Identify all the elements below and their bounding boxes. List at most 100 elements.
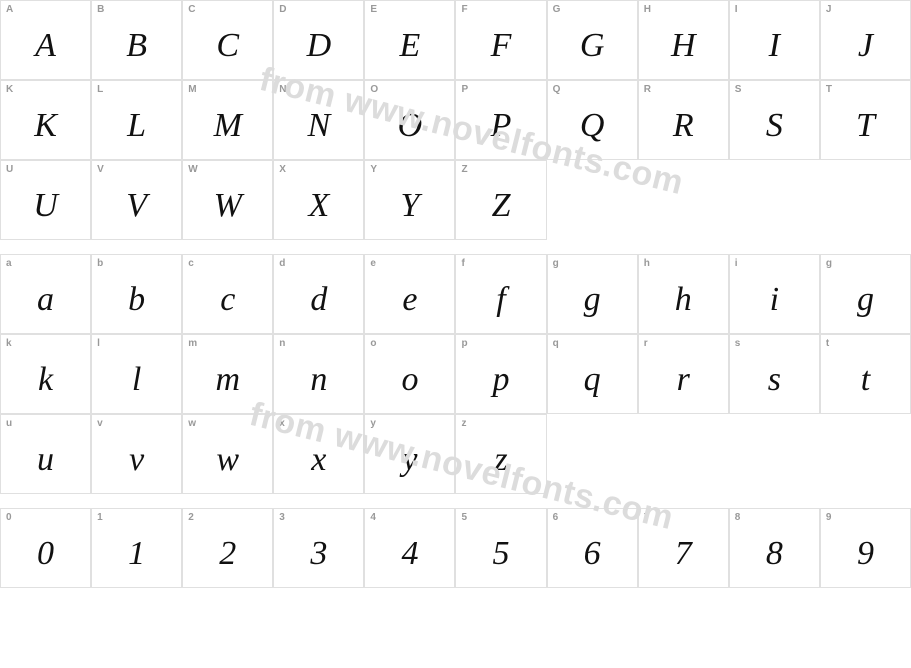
key-label: H: [644, 4, 651, 15]
glyph: q: [584, 363, 601, 397]
key-label: q: [553, 338, 559, 349]
glyph: A: [35, 29, 56, 63]
glyph-cell: ll: [91, 334, 182, 414]
key-label: W: [188, 164, 197, 175]
key-label: w: [188, 418, 196, 429]
glyph: X: [308, 189, 329, 223]
glyph-cell: hh: [638, 254, 729, 334]
glyph-cell: HH: [638, 0, 729, 80]
key-label: u: [6, 418, 12, 429]
glyph-cell: ee: [364, 254, 455, 334]
glyph: v: [129, 443, 144, 477]
key-label: 0: [6, 512, 12, 523]
glyph-cell: kk: [0, 334, 91, 414]
glyph: c: [220, 283, 235, 317]
glyph-cell: xx: [273, 414, 364, 494]
key-label: 8: [735, 512, 741, 523]
glyph-cell: gg: [820, 254, 911, 334]
key-label: g: [553, 258, 559, 269]
key-label: h: [644, 258, 650, 269]
glyph-cell: pp: [455, 334, 546, 414]
section-uppercase: AABBCCDDEEFFGGHHIIJJKKLLMMNNOOPPQQRRSSTT…: [0, 0, 911, 240]
glyph-cell: BB: [91, 0, 182, 80]
glyph: r: [677, 363, 690, 397]
glyph-cell: YY: [364, 160, 455, 240]
glyph-cell: PP: [455, 80, 546, 160]
key-label: l: [97, 338, 100, 349]
glyph: O: [398, 109, 423, 143]
glyph: H: [671, 29, 696, 63]
glyph-cell: ii: [729, 254, 820, 334]
glyph-cell: AA: [0, 0, 91, 80]
font-character-map: AABBCCDDEEFFGGHHIIJJKKLLMMNNOOPPQQRRSSTT…: [0, 0, 911, 668]
key-label: r: [644, 338, 648, 349]
glyph: F: [491, 29, 512, 63]
key-label: i: [735, 258, 738, 269]
glyph: b: [128, 283, 145, 317]
key-label: f: [461, 258, 464, 269]
glyph: y: [402, 443, 417, 477]
glyph: M: [214, 109, 242, 143]
key-label: J: [826, 4, 832, 15]
glyph: 5: [493, 537, 510, 571]
key-label: c: [188, 258, 194, 269]
glyph: n: [310, 363, 327, 397]
glyph: z: [494, 443, 507, 477]
section-gap: [0, 240, 911, 254]
key-label: k: [6, 338, 12, 349]
blank-cell: [638, 160, 729, 240]
key-label: t: [826, 338, 829, 349]
key-label: n: [279, 338, 285, 349]
glyph: 9: [857, 537, 874, 571]
glyph-cell: dd: [273, 254, 364, 334]
glyph-cell: 44: [364, 508, 455, 588]
glyph: p: [493, 363, 510, 397]
glyph: g: [584, 283, 601, 317]
key-label: N: [279, 84, 286, 95]
key-label: S: [735, 84, 742, 95]
glyph-cell: 22: [182, 508, 273, 588]
key-label: Q: [553, 84, 561, 95]
glyph-cell: ZZ: [455, 160, 546, 240]
key-label: I: [735, 4, 738, 15]
key-label: O: [370, 84, 378, 95]
glyph-cell: qq: [547, 334, 638, 414]
glyph: Z: [492, 189, 511, 223]
blank-cell: [638, 414, 729, 494]
glyph: C: [216, 29, 239, 63]
key-label: D: [279, 4, 286, 15]
key-label: m: [188, 338, 197, 349]
glyph: V: [126, 189, 147, 223]
key-label: 9: [826, 512, 832, 523]
key-label: g: [826, 258, 832, 269]
glyph-cell: DD: [273, 0, 364, 80]
glyph-cell: 00: [0, 508, 91, 588]
glyph: x: [311, 443, 326, 477]
glyph-cell: GG: [547, 0, 638, 80]
glyph: 3: [310, 537, 327, 571]
key-label: v: [97, 418, 103, 429]
glyph: l: [132, 363, 141, 397]
glyph: W: [214, 189, 242, 223]
glyph: I: [769, 29, 780, 63]
glyph: o: [401, 363, 418, 397]
key-label: A: [6, 4, 13, 15]
glyph-cell: XX: [273, 160, 364, 240]
key-label: F: [461, 4, 467, 15]
glyph-cell: nn: [273, 334, 364, 414]
glyph: s: [768, 363, 781, 397]
section-lowercase: aabbccddeeffgghhiiggkkllmmnnooppqqrrsstt…: [0, 254, 911, 494]
glyph: R: [673, 109, 694, 143]
key-label: y: [370, 418, 376, 429]
key-label: C: [188, 4, 195, 15]
key-label: 4: [370, 512, 376, 523]
glyph: T: [856, 109, 875, 143]
glyph-cell: QQ: [547, 80, 638, 160]
glyph: a: [37, 283, 54, 317]
key-label: P: [461, 84, 468, 95]
glyph: J: [858, 29, 873, 63]
glyph-cell: RR: [638, 80, 729, 160]
glyph: f: [496, 283, 505, 317]
glyph-cell: ww: [182, 414, 273, 494]
glyph: 2: [219, 537, 236, 571]
